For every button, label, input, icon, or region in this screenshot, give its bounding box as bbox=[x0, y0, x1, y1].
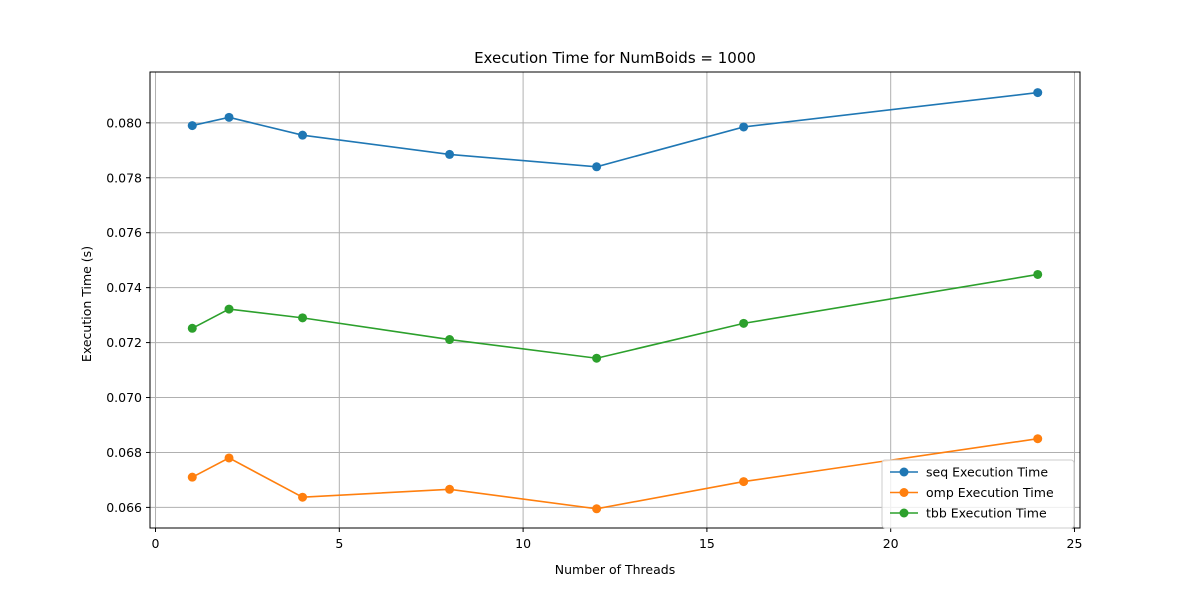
legend: seq Execution Time omp Execution Time tbb … bbox=[881, 459, 1075, 529]
x-tick-label: 10 bbox=[515, 536, 531, 551]
axis-ticks: 0 5 10 15 20 25 0.066 0.068 0.070 0.072 0.074 0.076… bbox=[106, 115, 1082, 551]
series-line bbox=[192, 91, 1038, 168]
x-tick-label: 20 bbox=[883, 536, 899, 551]
legend-box bbox=[881, 459, 1075, 529]
data-point bbox=[1033, 434, 1043, 444]
x-tick-label: 0 bbox=[152, 536, 160, 551]
data-point bbox=[224, 112, 234, 122]
data-point bbox=[445, 335, 455, 345]
y-axis-label: Execution Time (s) bbox=[79, 246, 94, 362]
legend-swatch-marker bbox=[899, 508, 909, 518]
x-tick-label: 25 bbox=[1067, 536, 1083, 551]
plot-frame bbox=[149, 71, 1081, 529]
legend-swatch-marker bbox=[899, 467, 909, 477]
data-point bbox=[445, 149, 455, 159]
data-point bbox=[224, 304, 234, 314]
series-2 bbox=[187, 269, 1043, 363]
legend-label: tbb Execution Time bbox=[926, 506, 1047, 521]
y-tick-label: 0.080 bbox=[106, 115, 142, 130]
y-tick-label: 0.066 bbox=[106, 500, 142, 515]
data-point bbox=[1033, 88, 1043, 98]
y-tick-label: 0.078 bbox=[106, 170, 142, 185]
data-point bbox=[1033, 269, 1043, 279]
plot-series bbox=[187, 88, 1043, 514]
x-tick-label: 15 bbox=[699, 536, 715, 551]
y-tick-label: 0.068 bbox=[106, 445, 142, 460]
data-point bbox=[298, 130, 308, 140]
y-tick-label: 0.074 bbox=[106, 280, 142, 295]
y-tick-label: 0.076 bbox=[106, 225, 142, 240]
data-point bbox=[739, 318, 749, 328]
data-point bbox=[187, 121, 197, 131]
y-tick-label: 0.070 bbox=[106, 390, 142, 405]
data-point bbox=[298, 492, 308, 502]
legend-label: seq Execution Time bbox=[926, 465, 1048, 480]
series-0 bbox=[187, 88, 1043, 172]
grid-lines bbox=[150, 72, 1080, 528]
data-point bbox=[739, 122, 749, 132]
data-point bbox=[224, 453, 234, 463]
data-point bbox=[592, 162, 602, 172]
data-point bbox=[739, 477, 749, 487]
chart-title: Execution Time for NumBoids = 1000 bbox=[474, 49, 756, 67]
x-axis-label: Number of Threads bbox=[555, 562, 675, 577]
data-point bbox=[187, 472, 197, 482]
data-point bbox=[445, 484, 455, 494]
series-line bbox=[191, 273, 1038, 360]
legend-swatch-marker bbox=[899, 488, 909, 497]
y-tick-label: 0.072 bbox=[106, 335, 142, 350]
legend-label: omp Execution Time bbox=[926, 485, 1054, 500]
data-point bbox=[592, 504, 602, 514]
x-tick-label: 5 bbox=[335, 536, 343, 551]
series-1 bbox=[187, 434, 1043, 514]
data-point bbox=[592, 353, 602, 363]
data-point bbox=[298, 313, 308, 323]
data-point bbox=[187, 323, 197, 333]
